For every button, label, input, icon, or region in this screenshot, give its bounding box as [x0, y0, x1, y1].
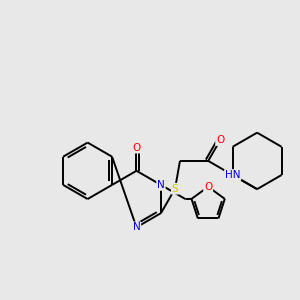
- Text: HN: HN: [225, 170, 240, 180]
- Text: S: S: [172, 184, 178, 194]
- Text: N: N: [133, 222, 140, 232]
- Text: N: N: [157, 180, 165, 190]
- Text: O: O: [216, 135, 224, 145]
- Text: O: O: [204, 182, 212, 192]
- Text: O: O: [132, 142, 141, 153]
